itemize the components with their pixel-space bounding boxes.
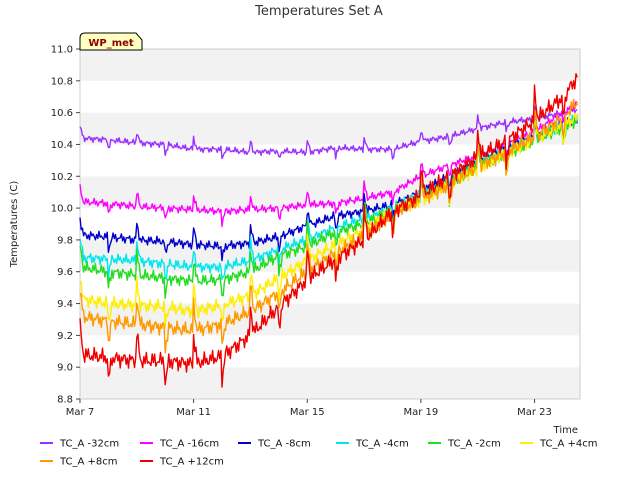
chart-title: Temperatures Set A	[254, 4, 383, 19]
y-tick-label: 9.4	[57, 299, 73, 310]
grid-bands	[80, 49, 580, 399]
y-tick-label: 10.8	[51, 76, 73, 87]
x-tick-label: Mar 23	[517, 407, 552, 418]
y-tick-label: 8.8	[57, 395, 73, 406]
legend-label: TC_A -32cm	[59, 439, 119, 450]
y-axis-label: Temperatures (C)	[9, 181, 20, 269]
y-tick-label: 10.0	[51, 204, 73, 215]
legend-label: TC_A -16cm	[159, 439, 219, 450]
series-lines	[79, 73, 578, 388]
x-axis-ticks: Mar 7 Mar 11 Mar 15 Mar 19 Mar 23	[66, 399, 552, 418]
y-axis-ticks: 8.8 9.0 9.2 9.4 9.6 9.8 10.0 10.2 10.4 10.6 10.8 11…	[51, 45, 80, 406]
grid-band	[80, 80, 580, 113]
y-tick-label: 10.2	[51, 172, 73, 183]
series-line	[79, 98, 578, 354]
y-tick-label: 10.4	[51, 140, 73, 151]
y-tick-label: 11.0	[51, 45, 73, 56]
legend-label: TC_A -4cm	[355, 439, 409, 450]
station-badge-label: WP_met	[88, 38, 134, 49]
station-badge: WP_met	[79, 32, 143, 51]
y-tick-label: 9.2	[57, 331, 73, 342]
legend-label: TC_A +12cm	[159, 457, 224, 468]
y-tick-label: 9.6	[57, 267, 73, 278]
grid-band	[80, 367, 580, 399]
legend-label: TC_A +8cm	[59, 457, 118, 468]
series-line	[79, 73, 578, 388]
series-line	[79, 112, 578, 328]
legend-label: TC_A -2cm	[447, 439, 501, 450]
station-badge-box	[79, 32, 143, 51]
legend-label: TC_A +4cm	[539, 439, 598, 450]
legend-label: TC_A -8cm	[257, 439, 311, 450]
x-tick-label: Mar 15	[290, 407, 325, 418]
x-tick-label: Mar 11	[176, 407, 211, 418]
x-axis-label: Time	[553, 425, 578, 436]
y-tick-label: 10.6	[51, 108, 73, 119]
y-tick-label: 9.0	[57, 363, 73, 374]
x-tick-label: Mar 7	[66, 407, 94, 418]
grid-band	[80, 271, 580, 304]
x-tick-label: Mar 19	[404, 407, 439, 418]
legend: TC_A -32cm TC_A -16cm TC_A -8cm TC_A -4cm TC…	[40, 439, 598, 468]
y-tick-label: 9.8	[57, 235, 73, 246]
series-line	[79, 105, 578, 160]
grid-band	[80, 49, 580, 81]
